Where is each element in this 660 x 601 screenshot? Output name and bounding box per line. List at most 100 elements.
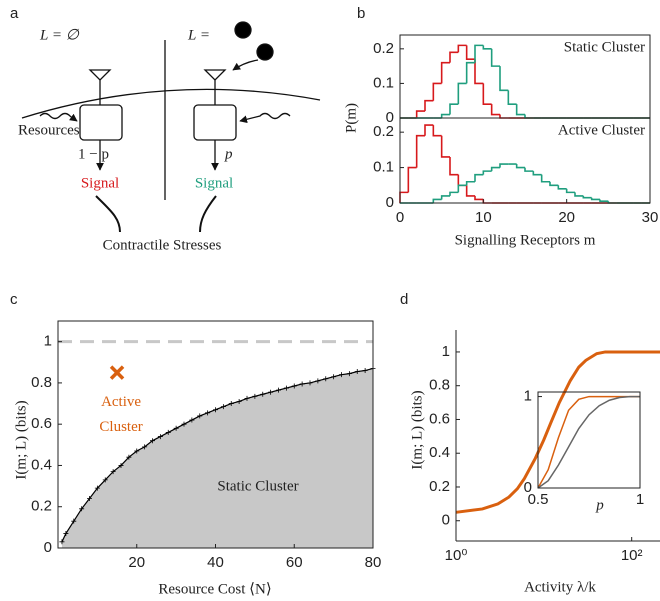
axis-frame — [537, 391, 641, 489]
y-axis-label: I(m; L) (bits) — [409, 390, 425, 469]
y-tick-label: 0.8 — [31, 374, 52, 391]
point — [291, 383, 297, 389]
y-tick-label: 0 — [386, 109, 394, 126]
point — [126, 454, 132, 460]
receptor-box — [79, 104, 123, 141]
line — [537, 395, 640, 489]
probability: p — [224, 146, 233, 162]
histogram-step — [482, 45, 492, 50]
annotation: Static Cluster — [217, 478, 298, 494]
histogram-step — [465, 45, 475, 61]
point — [362, 368, 368, 374]
resource-arrow — [39, 112, 78, 122]
histogram-step — [440, 195, 450, 200]
histogram-step — [457, 44, 467, 53]
histogram-step — [465, 61, 475, 84]
signal: Signal — [195, 175, 233, 191]
x-tick-label: 20 — [128, 554, 145, 571]
x-tick-label: 10 — [475, 209, 492, 226]
point — [299, 381, 305, 387]
point — [165, 429, 171, 435]
point — [276, 387, 281, 393]
binding-arrow — [232, 59, 259, 71]
y-tick-label: 0 — [44, 539, 52, 556]
x-tick-label: 10² — [621, 547, 643, 564]
point — [134, 448, 140, 454]
histogram-step — [507, 90, 517, 105]
histogram-step — [482, 170, 492, 175]
x-tick-label: 20 — [558, 209, 575, 226]
y-tick-label: 0.2 — [429, 478, 450, 495]
y-tick-label: 0.6 — [429, 410, 450, 427]
point — [71, 518, 77, 524]
histogram-step — [449, 156, 459, 176]
y-tick-label: 0 — [442, 512, 450, 529]
point — [307, 380, 313, 386]
histogram-step — [465, 180, 475, 186]
point — [118, 462, 124, 468]
x-tick-label: 80 — [365, 554, 382, 571]
line — [537, 395, 640, 489]
y-tick-label: 0.1 — [373, 74, 394, 91]
histogram-step — [399, 191, 409, 203]
histogram-step — [490, 104, 500, 116]
axis-frame — [399, 117, 651, 204]
point — [323, 376, 329, 382]
histogram-step — [557, 185, 567, 190]
histogram-step — [599, 199, 609, 203]
histogram-step — [490, 48, 500, 67]
histogram-step — [457, 82, 467, 105]
panel-label: c — [10, 291, 18, 308]
histogram-step — [424, 99, 434, 112]
histogram-step — [574, 192, 584, 197]
highlight-point — [109, 365, 125, 380]
x-tick-label: 60 — [286, 554, 303, 571]
histogram-step — [424, 124, 434, 136]
panel-label: a — [10, 5, 19, 22]
chart-panel: 0 0.1 0.2 0 10 20 30 Signalling Receptors m Acti… — [373, 117, 658, 248]
point — [354, 369, 360, 375]
x-axis-label: Signalling Receptors m — [455, 232, 596, 248]
y-tick-label: 0.2 — [31, 498, 52, 515]
y-tick-label: 0.2 — [373, 40, 394, 57]
histogram-step — [474, 195, 484, 201]
point — [315, 378, 321, 384]
antenna — [203, 69, 227, 81]
histogram-step — [532, 171, 542, 176]
y-tick-label: 1 — [44, 333, 52, 350]
y-tick-label: 0.2 — [373, 123, 394, 140]
point — [181, 421, 187, 427]
histogram-step — [432, 125, 442, 137]
panel-label: d — [400, 291, 408, 308]
y-tick-label: 0.4 — [429, 444, 450, 461]
histogram-step — [515, 164, 525, 169]
point — [252, 393, 258, 399]
histogram-step — [540, 174, 550, 183]
y-tick-label: 0 — [524, 479, 532, 496]
histogram-step — [415, 134, 425, 168]
histogram-step — [482, 83, 492, 105]
line — [455, 350, 660, 514]
receptor-box — [193, 104, 237, 141]
y-tick-label: 0 — [386, 194, 394, 211]
point — [189, 417, 195, 423]
x-tick-label: 10⁰ — [445, 547, 468, 564]
point — [331, 374, 337, 380]
histogram-step — [449, 51, 459, 63]
x-tick-label: 0.5 — [528, 491, 549, 508]
point — [110, 469, 116, 475]
histogram-step — [432, 82, 442, 101]
histogram-step — [449, 191, 459, 196]
point — [142, 444, 148, 450]
area — [61, 368, 373, 548]
histogram-step — [474, 59, 484, 85]
histogram-step — [524, 114, 534, 119]
point — [150, 438, 155, 444]
histogram-step — [407, 166, 417, 193]
antenna — [88, 69, 112, 81]
histogram-step — [457, 174, 467, 187]
histogram-step — [499, 163, 509, 168]
histogram-step — [440, 61, 450, 84]
ligand — [256, 43, 274, 61]
